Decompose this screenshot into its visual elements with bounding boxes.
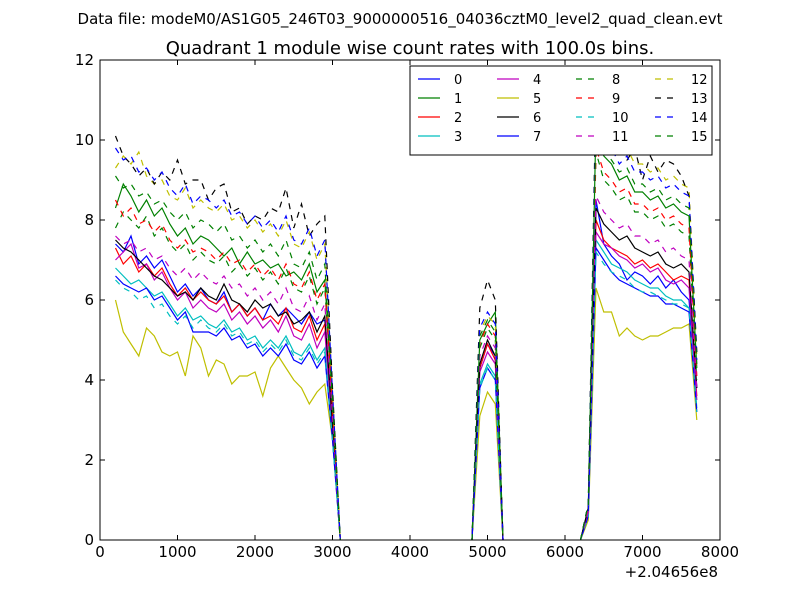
series-6-line-3 [579, 207, 698, 541]
legend-label-8: 8 [612, 73, 620, 88]
series-13-line-1 [114, 135, 341, 541]
x-tick-label: 5000 [468, 543, 506, 561]
series-10-line-1 [115, 279, 341, 541]
series-3-line-3 [579, 238, 698, 541]
legend-label-3: 3 [454, 130, 462, 145]
series-15-line-2 [471, 318, 504, 541]
figure-suptitle: Data file: modeM0/AS1G05_246T03_90000005… [78, 10, 723, 29]
series-12-line-1 [114, 150, 341, 541]
legend-label-13: 13 [691, 92, 708, 107]
legend-label-10: 10 [612, 111, 629, 126]
legend-label-0: 0 [454, 73, 462, 88]
series-6-line-1 [115, 239, 341, 541]
series-15-line-1 [114, 175, 341, 541]
series-15-line-3 [579, 123, 698, 541]
series-4-line-1 [115, 242, 341, 541]
legend-label-12: 12 [691, 73, 708, 88]
x-tick-label: 2000 [236, 543, 274, 561]
legend-label-14: 14 [691, 111, 708, 126]
x-axis: 0 1000 2000 3000 4000 5000 6000 7000 8000 [95, 60, 739, 561]
series-5-line-2 [471, 390, 504, 541]
series-9-line-3 [579, 147, 698, 541]
series-1-line-3 [579, 119, 698, 541]
y-tick-label: 10 [75, 131, 94, 149]
x-tick-label: 7000 [623, 543, 661, 561]
series-11-line-3 [579, 195, 698, 541]
series-13-line-3 [579, 83, 698, 541]
series-3-line-1 [115, 267, 341, 541]
legend-label-11: 11 [612, 130, 629, 145]
series-9-line-1 [114, 199, 341, 541]
y-tick-label: 6 [84, 291, 94, 309]
x-tick-label: 3000 [313, 543, 351, 561]
series-14-line-1 [114, 147, 341, 541]
y-tick-label: 2 [84, 451, 94, 469]
legend-label-2: 2 [454, 111, 462, 126]
chart-title: Quadrant 1 module wise count rates with … [166, 38, 655, 59]
legend-box [409, 65, 713, 156]
legend-label-5: 5 [533, 92, 541, 107]
series-8-line-3 [579, 151, 698, 541]
x-tick-label: 6000 [546, 543, 584, 561]
x-offset-label: +2.04656e8 [625, 563, 718, 581]
series-5-line-1 [114, 299, 341, 541]
series-2-line-3 [579, 219, 698, 541]
legend-label-9: 9 [612, 92, 620, 107]
series-0-line-3 [579, 199, 698, 541]
series-1-line-1 [114, 182, 341, 541]
series-7-line-3 [579, 246, 698, 541]
x-tick-label: 8000 [701, 543, 739, 561]
y-tick-label: 12 [75, 51, 94, 69]
series-4-line-3 [579, 230, 698, 541]
y-tick-label: 0 [84, 531, 94, 549]
legend-label-7: 7 [533, 130, 541, 145]
x-tick-label: 4000 [391, 543, 429, 561]
legend-label-15: 15 [691, 130, 708, 145]
series-8-line-1 [114, 210, 341, 541]
series-12-line-3 [579, 99, 698, 541]
x-tick-label: 0 [95, 543, 105, 561]
y-tick-label: 8 [84, 211, 94, 229]
x-tick-label: 1000 [158, 543, 196, 561]
series-10-line-3 [579, 250, 698, 541]
legend-label-4: 4 [533, 73, 541, 88]
series-10-line-2 [471, 366, 504, 541]
series-9-line-2 [471, 322, 504, 541]
series-7-line-1 [115, 275, 341, 541]
legend-label-1: 1 [454, 92, 462, 107]
legend-label-6: 6 [533, 111, 541, 126]
series-0-line-1 [115, 234, 341, 541]
series-5-line-3 [579, 287, 698, 541]
y-tick-label: 4 [84, 371, 94, 389]
